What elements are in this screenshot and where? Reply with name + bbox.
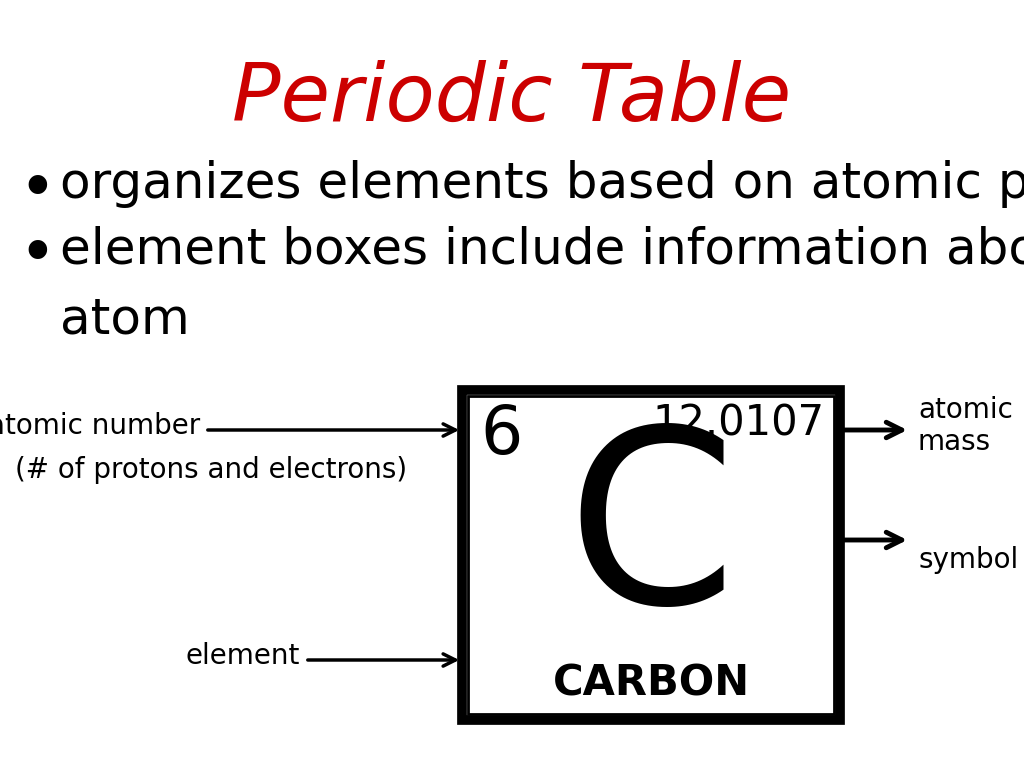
Text: 12.0107: 12.0107	[652, 402, 824, 444]
Text: element: element	[185, 642, 300, 670]
Text: •: •	[18, 225, 55, 287]
Text: atom: atom	[60, 295, 189, 343]
Text: 6: 6	[480, 402, 522, 468]
Text: •: •	[18, 160, 55, 222]
Text: (# of protons and electrons): (# of protons and electrons)	[15, 456, 408, 484]
Text: atomic
mass: atomic mass	[918, 396, 1013, 456]
Bar	[468, 396, 834, 714]
Text: Periodic Table: Periodic Table	[232, 60, 792, 138]
Text: organizes elements based on atomic properties: organizes elements based on atomic prope…	[60, 160, 1024, 208]
Text: element boxes include information about an: element boxes include information about …	[60, 225, 1024, 273]
Bar	[462, 390, 840, 720]
Text: atomic number: atomic number	[0, 412, 200, 440]
Text: symbol: symbol	[918, 546, 1018, 574]
Text: CARBON: CARBON	[552, 662, 750, 704]
Text: C: C	[566, 419, 736, 655]
